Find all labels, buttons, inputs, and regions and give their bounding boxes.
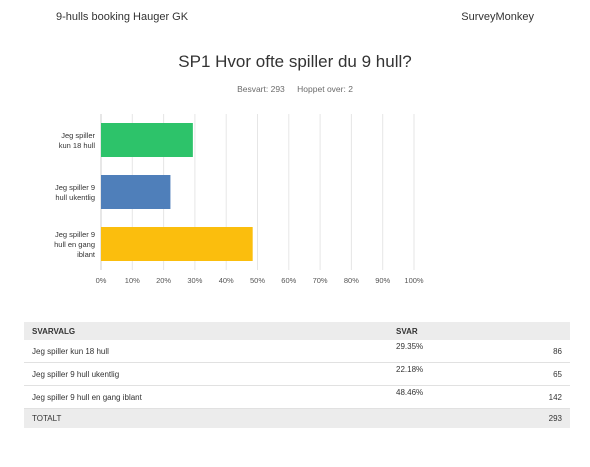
x-tick-label: 50% (250, 276, 265, 285)
table-header-row: SVARVALG SVAR (24, 322, 570, 340)
row-label: Jeg spiller kun 18 hull (24, 340, 388, 363)
row-label: Jeg spiller 9 hull en gang iblant (24, 385, 388, 409)
x-tick-label: 90% (375, 276, 390, 285)
answered-count: Besvart: 293 (237, 84, 285, 94)
category-label: Jeg spiller 9 hull ukentlig (55, 183, 95, 202)
bar (101, 175, 171, 209)
x-tick-label: 60% (281, 276, 296, 285)
row-label: Jeg spiller 9 hull ukentlig (24, 362, 388, 386)
response-meta: Besvart: 293 Hoppet over: 2 (0, 84, 590, 94)
row-percent: 22.18% (388, 362, 484, 386)
x-tick-label: 30% (187, 276, 202, 285)
x-tick-label: 70% (313, 276, 328, 285)
x-tick-label: 40% (219, 276, 234, 285)
bar (101, 123, 193, 157)
row-count: 65 (484, 362, 570, 386)
skipped-count: Hoppet over: 2 (297, 84, 353, 94)
survey-title: 9-hulls booking Hauger GK (56, 11, 189, 23)
brand-name: SurveyMonkey (461, 11, 534, 23)
x-tick-label: 0% (96, 276, 107, 285)
bar (101, 227, 253, 261)
bar-chart: 0% 10% 20% 30% 40% 50% 60% 70% 80% 90% 100% Jeg spi… (54, 114, 424, 285)
x-tick-label: 20% (156, 276, 171, 285)
table-row: Jeg spiller 9 hull en gang iblant 48.46%… (24, 385, 570, 409)
category-label: Jeg spiller 9 hull en gang iblant (54, 230, 96, 259)
x-tick-label: 10% (125, 276, 140, 285)
results-table: SVARVALG SVAR Jeg spiller kun 18 hull 29… (24, 322, 570, 428)
x-tick-label: 80% (344, 276, 359, 285)
total-count: 293 (484, 408, 570, 428)
header-answer-choice: SVARVALG (24, 322, 388, 340)
total-row: TOTALT 293 (24, 408, 570, 428)
row-count: 86 (484, 340, 570, 363)
category-label: Jeg spiller kun 18 hull (59, 131, 96, 150)
x-tick-label: 100% (404, 276, 424, 285)
header-responses: SVAR (388, 322, 570, 340)
row-count: 142 (484, 385, 570, 409)
total-label: TOTALT (24, 408, 388, 428)
question-title: SP1 Hvor ofte spiller du 9 hull? (178, 52, 412, 71)
table-row: Jeg spiller 9 hull ukentlig 22.18% 65 (24, 362, 570, 386)
row-percent: 29.35% (388, 340, 484, 363)
table-row: Jeg spiller kun 18 hull 29.35% 86 (24, 340, 570, 363)
row-percent: 48.46% (388, 385, 484, 409)
